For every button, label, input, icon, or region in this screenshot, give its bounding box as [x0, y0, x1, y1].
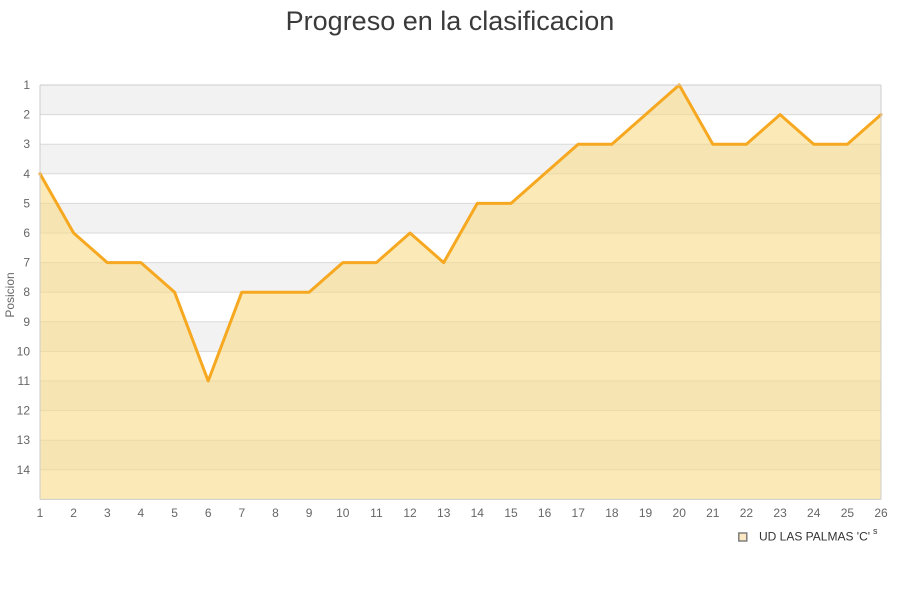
svg-text:4: 4 [23, 167, 30, 181]
svg-text:9: 9 [306, 506, 313, 520]
svg-text:21: 21 [706, 506, 720, 520]
svg-text:3: 3 [104, 506, 111, 520]
svg-text:25: 25 [841, 506, 855, 520]
svg-text:1: 1 [23, 78, 30, 92]
svg-text:13: 13 [437, 506, 451, 520]
svg-text:26: 26 [874, 506, 888, 520]
svg-text:2: 2 [70, 506, 77, 520]
svg-text:6: 6 [23, 226, 30, 240]
svg-text:23: 23 [773, 506, 787, 520]
svg-text:8: 8 [272, 506, 279, 520]
svg-text:7: 7 [238, 506, 245, 520]
svg-text:17: 17 [572, 506, 586, 520]
svg-text:11: 11 [18, 374, 31, 388]
svg-text:22: 22 [740, 506, 754, 520]
svg-text:Posicion: Posicion [3, 272, 17, 317]
svg-text:18: 18 [605, 506, 619, 520]
svg-text:5: 5 [171, 506, 178, 520]
svg-text:7: 7 [23, 256, 30, 270]
svg-text:12: 12 [403, 506, 417, 520]
svg-text:4: 4 [138, 506, 145, 520]
svg-text:5: 5 [23, 196, 30, 210]
svg-text:11: 11 [370, 506, 383, 520]
svg-text:UD LAS PALMAS 'C': UD LAS PALMAS 'C' [759, 530, 870, 544]
svg-text:20: 20 [673, 506, 687, 520]
svg-text:1: 1 [37, 506, 44, 520]
svg-text:24: 24 [807, 506, 821, 520]
svg-text:3: 3 [23, 137, 30, 151]
svg-text:19: 19 [639, 506, 653, 520]
svg-text:15: 15 [504, 506, 518, 520]
svg-text:12: 12 [17, 404, 31, 418]
svg-text:13: 13 [17, 433, 31, 447]
svg-text:16: 16 [538, 506, 552, 520]
svg-text:Progreso en la clasificacion: Progreso en la clasificacion [286, 6, 615, 36]
svg-text:14: 14 [471, 506, 485, 520]
svg-text:8: 8 [23, 285, 30, 299]
svg-text:10: 10 [17, 344, 31, 358]
svg-text:9: 9 [23, 315, 30, 329]
svg-text:6: 6 [205, 506, 212, 520]
svg-text:14: 14 [17, 463, 31, 477]
svg-text:s: s [873, 526, 878, 536]
svg-text:2: 2 [23, 108, 30, 122]
svg-text:10: 10 [336, 506, 350, 520]
